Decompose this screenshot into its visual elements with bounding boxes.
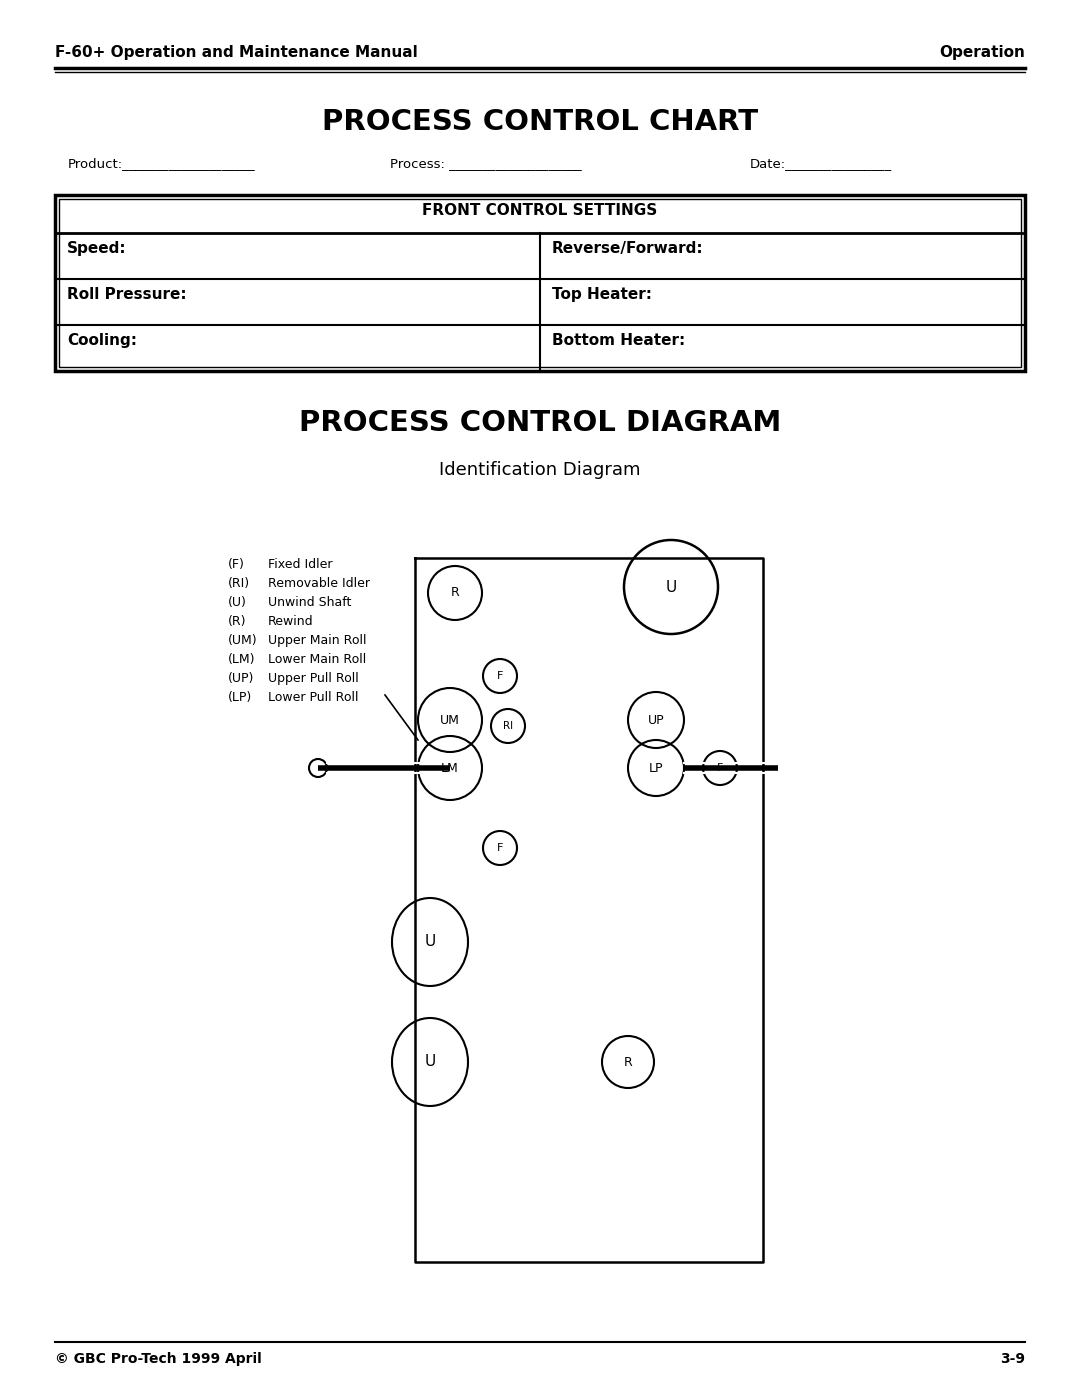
Bar bbox=[59, 198, 1021, 367]
Text: UM: UM bbox=[440, 714, 460, 726]
Text: R: R bbox=[450, 587, 459, 599]
Text: Removable Idler: Removable Idler bbox=[268, 577, 370, 590]
Text: F: F bbox=[717, 763, 724, 773]
Text: Lower Pull Roll: Lower Pull Roll bbox=[268, 692, 359, 704]
Text: 3-9: 3-9 bbox=[1000, 1352, 1025, 1366]
Text: Identification Diagram: Identification Diagram bbox=[440, 461, 640, 479]
Text: U: U bbox=[665, 580, 677, 595]
Text: Upper Pull Roll: Upper Pull Roll bbox=[268, 672, 359, 685]
Text: Bottom Heater:: Bottom Heater: bbox=[552, 332, 685, 348]
Text: RI: RI bbox=[503, 721, 513, 731]
Text: (UP): (UP) bbox=[228, 672, 255, 685]
Text: U: U bbox=[424, 1055, 435, 1070]
Text: Upper Main Roll: Upper Main Roll bbox=[268, 634, 366, 647]
Text: Speed:: Speed: bbox=[67, 242, 126, 256]
Text: U: U bbox=[424, 935, 435, 950]
Text: LP: LP bbox=[649, 761, 663, 774]
Text: (UM): (UM) bbox=[228, 634, 258, 647]
Text: © GBC Pro-Tech 1999 April: © GBC Pro-Tech 1999 April bbox=[55, 1352, 261, 1366]
Text: Reverse/Forward:: Reverse/Forward: bbox=[552, 242, 704, 256]
Text: Unwind Shaft: Unwind Shaft bbox=[268, 597, 351, 609]
Text: Product:____________________: Product:____________________ bbox=[68, 156, 256, 170]
Text: (U): (U) bbox=[228, 597, 247, 609]
Text: Rewind: Rewind bbox=[268, 615, 313, 629]
Text: (LP): (LP) bbox=[228, 692, 253, 704]
Text: F: F bbox=[497, 671, 503, 680]
Text: Date:________________: Date:________________ bbox=[750, 156, 892, 170]
Text: LM: LM bbox=[441, 761, 459, 774]
Text: (R): (R) bbox=[228, 615, 246, 629]
Text: Fixed Idler: Fixed Idler bbox=[268, 557, 333, 571]
Text: Operation: Operation bbox=[940, 45, 1025, 60]
Text: Process: ____________________: Process: ____________________ bbox=[390, 156, 582, 170]
Text: Lower Main Roll: Lower Main Roll bbox=[268, 652, 366, 666]
Text: Top Heater:: Top Heater: bbox=[552, 286, 652, 302]
Text: FRONT CONTROL SETTINGS: FRONT CONTROL SETTINGS bbox=[422, 203, 658, 218]
Text: F-60+ Operation and Maintenance Manual: F-60+ Operation and Maintenance Manual bbox=[55, 45, 418, 60]
Text: (RI): (RI) bbox=[228, 577, 251, 590]
Text: PROCESS CONTROL CHART: PROCESS CONTROL CHART bbox=[322, 108, 758, 136]
Text: PROCESS CONTROL DIAGRAM: PROCESS CONTROL DIAGRAM bbox=[299, 409, 781, 437]
Bar bbox=[55, 196, 1025, 372]
Text: (F): (F) bbox=[228, 557, 245, 571]
Text: R: R bbox=[623, 1056, 633, 1069]
Text: (LM): (LM) bbox=[228, 652, 256, 666]
Text: F: F bbox=[497, 842, 503, 854]
Text: Cooling:: Cooling: bbox=[67, 332, 137, 348]
Text: UP: UP bbox=[648, 714, 664, 726]
Text: Roll Pressure:: Roll Pressure: bbox=[67, 286, 187, 302]
